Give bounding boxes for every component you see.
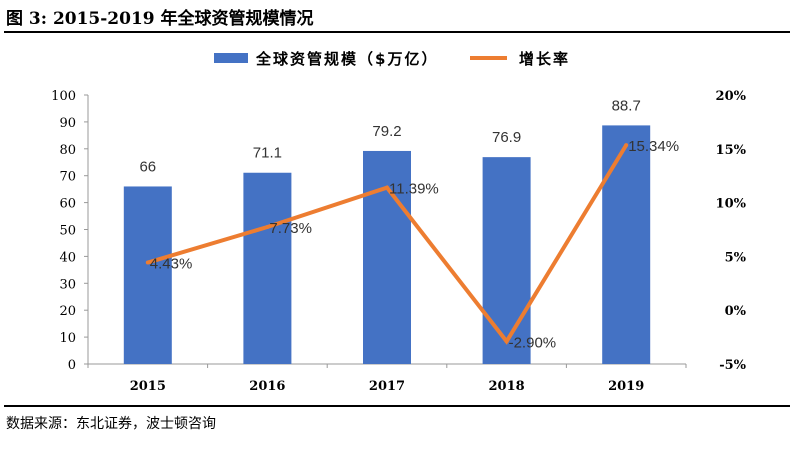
line-value-label: -2.90% (509, 334, 557, 351)
y-left-tick-label: 0 (68, 358, 76, 373)
line-value-label: 7.73% (269, 220, 312, 237)
line-value-label: 11.39% (389, 181, 439, 198)
bar-value-label: 76.9 (492, 129, 521, 146)
figure-title: 图 3: 2015-2019 年全球资管规模情况 (6, 9, 314, 29)
source-note: 数据来源：东北证券，波士顿咨询 (6, 416, 216, 432)
y-right-tick-label: -5% (719, 358, 746, 373)
bar-value-label: 88.7 (612, 97, 641, 114)
growth-line (145, 143, 629, 345)
x-tick-label: 2016 (249, 379, 285, 394)
y-right-tick-label: 10% (716, 197, 747, 212)
line-point (385, 185, 389, 190)
bar (243, 172, 292, 364)
axes: 0 10 20 30 40 50 60 70 80 90 100 2015 2016 2017 2018 20… (51, 89, 746, 394)
line-value-label: 4.43% (150, 256, 193, 273)
y-left-tick-label: 40 (59, 250, 76, 265)
line-point (624, 143, 629, 148)
y-left-tick-label: 60 (59, 197, 76, 212)
y-left-tick-label: 80 (59, 143, 76, 158)
line-point (265, 225, 270, 230)
x-tick-label: 2019 (608, 379, 644, 394)
x-tick-label: 2017 (369, 379, 405, 394)
bar (482, 157, 531, 364)
top-rule (4, 31, 790, 33)
line-point (145, 260, 150, 265)
bar-value-label: 71.1 (253, 145, 282, 162)
bars (123, 125, 651, 364)
bar-value-label: 66 (139, 158, 156, 175)
bar-value-label: 79.2 (372, 123, 401, 140)
y-right-tick-label: 5% (725, 250, 747, 265)
y-left-tick-label: 10 (59, 331, 76, 346)
legend-label-line: 增长率 (519, 50, 570, 68)
data-labels: 66 71.1 79.2 76.9 88.7 4.43% 7.73% 11.39% -2.90%… (139, 97, 679, 351)
x-tick-label: 2018 (489, 379, 525, 394)
line-value-label: 15.34% (628, 138, 679, 155)
y-left-tick-label: 100 (51, 89, 76, 104)
bottom-rule (4, 405, 790, 407)
legend-swatch-bar (214, 53, 248, 63)
y-left-tick-label: 30 (59, 277, 76, 292)
bar (123, 186, 172, 364)
line-point (504, 339, 509, 344)
bar (602, 125, 651, 364)
legend-label-bar: 全球资管规模（$万亿） (255, 50, 438, 68)
y-right-tick-label: 15% (716, 143, 747, 158)
y-left-tick-label: 50 (59, 224, 76, 239)
y-right-tick-label: 0% (725, 304, 747, 319)
y-left-tick-label: 20 (59, 304, 76, 319)
x-tick-label: 2015 (130, 379, 166, 394)
y-left-tick-label: 90 (59, 116, 76, 131)
y-left-tick-label: 70 (59, 170, 76, 185)
legend: 全球资管规模（$万亿） 增长率 (214, 50, 570, 68)
y-right-tick-label: 20% (716, 89, 747, 104)
